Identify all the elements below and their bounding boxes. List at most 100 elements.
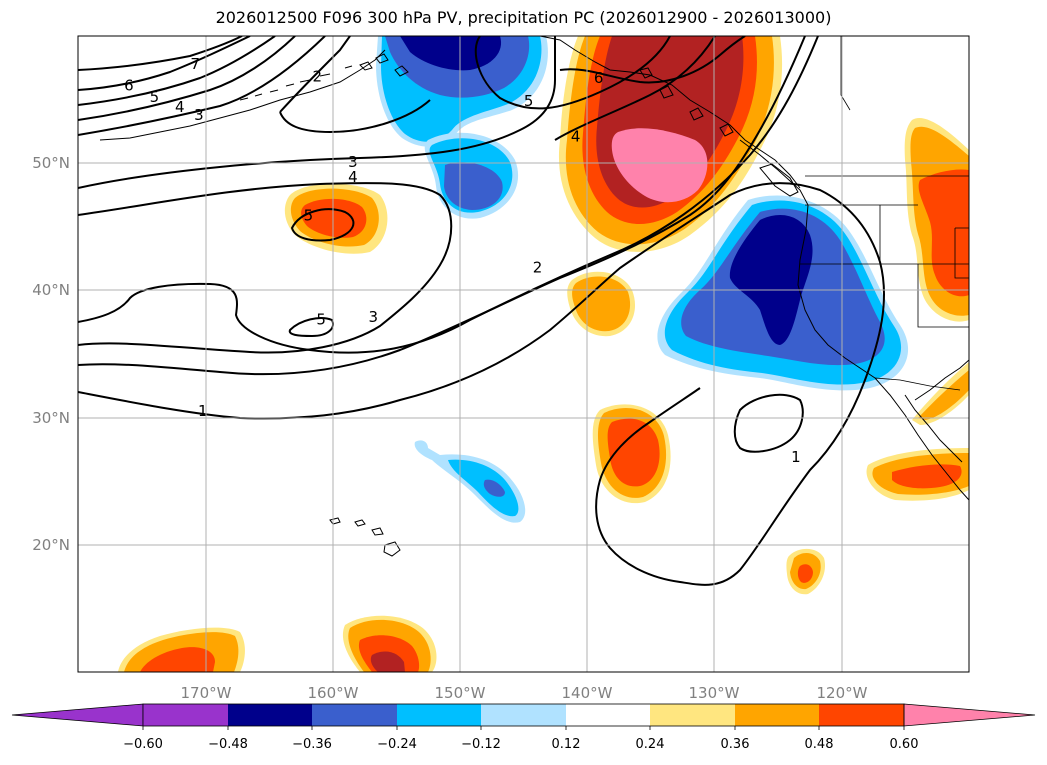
pv-contour-5-closed xyxy=(290,208,355,242)
coast-alaska-south xyxy=(539,36,801,189)
precip-fill-0.12 xyxy=(912,362,969,425)
lon-label-170w: 170°W xyxy=(181,684,232,702)
lon-label-140w: 140°W xyxy=(562,684,613,702)
lon-label-120w: 120°W xyxy=(817,684,868,702)
precip-fill-neg-0.36 xyxy=(483,479,505,497)
pv-contour-label: 2 xyxy=(313,68,323,86)
colorbar-label: 0.60 xyxy=(890,737,919,752)
pv-contour-4-west xyxy=(78,36,296,121)
border-us-mexico xyxy=(874,377,961,391)
pv-contour-label: 1 xyxy=(198,402,208,420)
colorbar-segment-6 xyxy=(566,704,650,726)
pv-contour-label: 6 xyxy=(594,69,604,87)
pv-contour-6 xyxy=(78,36,251,91)
precip-fill-neg-0.48 xyxy=(729,215,813,345)
pv-contour-label: 4 xyxy=(175,98,185,116)
coast-us-west xyxy=(797,204,876,379)
pv-contour-label: 2 xyxy=(533,259,543,277)
lon-label-150w: 150°W xyxy=(435,684,486,702)
lat-label-20n: 20°N xyxy=(32,536,70,554)
lon-label-130w: 130°W xyxy=(689,684,740,702)
colorbar-frame xyxy=(142,703,905,727)
map-frame xyxy=(77,35,970,673)
pv-contour-2-west xyxy=(279,36,431,134)
pv-contour-5-small xyxy=(288,317,334,338)
precip-fill-0.48 xyxy=(370,651,405,672)
pv-contour-4-right xyxy=(554,36,716,141)
precip-blob-central-north-pacific xyxy=(284,183,388,254)
precip-blob-south-central xyxy=(342,615,437,672)
lat-label-30n: 30°N xyxy=(32,409,70,427)
precip-fill-0.36 xyxy=(607,418,660,487)
coast-gulf-california xyxy=(904,394,963,463)
coast-baja xyxy=(874,377,969,501)
pv-contour-label: 4 xyxy=(348,168,358,186)
colorbar-labels: −0.60 −0.48 −0.36 −0.24 −0.12 0.12 0.24 … xyxy=(123,737,918,752)
pv-contour-6-right xyxy=(559,36,746,84)
colorbar-extend-low xyxy=(11,703,144,727)
precip-fill-0.24 xyxy=(918,370,969,420)
coast-alaska-peninsula xyxy=(99,49,386,141)
pv-contour-label: 3 xyxy=(369,308,379,326)
pv-contour-1-inner xyxy=(733,393,804,453)
pv-contour-4-mid xyxy=(78,182,453,354)
pv-contour-label: 5 xyxy=(150,88,160,106)
precip-blob-gulf-of-alaska xyxy=(376,36,548,147)
precip-blob-tropical-east-pacific xyxy=(786,548,826,595)
precip-blob-subtropical-pacific xyxy=(592,404,671,504)
precip-fill-neg-0.24 xyxy=(448,459,519,517)
precip-blob-baja xyxy=(912,362,969,425)
colorbar-label: 0.48 xyxy=(805,737,834,752)
precip-blob-southwest xyxy=(118,627,245,672)
political-borders xyxy=(800,36,969,391)
precip-blob-north-pacific-small xyxy=(424,132,519,219)
pv-contour-label: 5 xyxy=(304,206,314,224)
colorbar-extend-high xyxy=(903,703,1036,727)
pv-contour-label: 7 xyxy=(190,55,200,73)
pv-contour-label: 4 xyxy=(571,127,581,145)
colorbar-segment-9 xyxy=(819,704,904,726)
colorbar-segment-8 xyxy=(735,704,819,726)
gridlines xyxy=(78,36,969,672)
lat-label-50n: 50°N xyxy=(32,154,70,172)
pv-contour-label: 5 xyxy=(524,92,534,110)
colorbar-label: 0.24 xyxy=(636,737,665,752)
coast-bc-islands xyxy=(639,67,734,137)
plot-title: 2026012500 F096 300 hPa PV, precipitatio… xyxy=(215,8,832,27)
precip-fill-neg-0.36 xyxy=(444,162,503,210)
coast-hawaii-islands xyxy=(329,517,401,557)
precip-fill-0.36 xyxy=(140,647,215,672)
pv-contour-7 xyxy=(78,36,243,71)
border-alaska-canada xyxy=(840,36,851,111)
colorbar-segment-4 xyxy=(397,704,481,726)
pv-contours xyxy=(78,36,885,586)
precip-fill-0.36 xyxy=(797,564,813,583)
longitude-labels: 170°W 160°W 150°W 140°W 130°W 120°W xyxy=(181,684,868,702)
colorbar-segment-7 xyxy=(650,704,735,726)
colorbar-segment-3 xyxy=(312,704,397,726)
pv-contour-label: 3 xyxy=(194,106,204,124)
lat-label-40n: 40°N xyxy=(32,281,70,299)
pv-contour-3-west xyxy=(78,36,326,136)
precip-fill-0.36 xyxy=(301,198,367,238)
coastlines xyxy=(99,36,969,557)
pv-contour-label: 3 xyxy=(348,153,358,171)
pv-contour-3-long xyxy=(78,36,806,376)
coast-aleutians xyxy=(239,65,353,101)
precip-fill-0.60 xyxy=(611,128,708,203)
border-state-box xyxy=(954,227,969,279)
coast-vancouver-island xyxy=(759,163,799,197)
pv-contour-label: 6 xyxy=(124,77,134,95)
colorbar-label: 0.12 xyxy=(552,737,581,752)
pv-contour-label: 1 xyxy=(791,448,801,466)
border-west-states xyxy=(800,204,969,328)
pv-contour-label: 5 xyxy=(316,311,326,329)
colorbar-segment-1 xyxy=(143,704,228,726)
lon-label-160w: 160°W xyxy=(308,684,359,702)
pv-contour-5-right xyxy=(474,36,671,110)
colorbar-label: −0.24 xyxy=(377,737,417,752)
precip-fill-0.36 xyxy=(918,169,969,297)
